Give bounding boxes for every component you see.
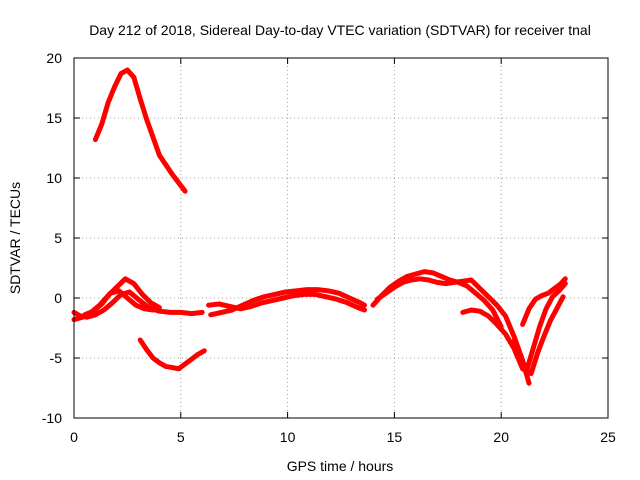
data-series: [71, 67, 568, 386]
y-tick-label: -5: [50, 350, 63, 366]
series-arc-11: [520, 276, 568, 327]
x-axis-label: GPS time / hours: [287, 458, 394, 474]
chart-title: Day 212 of 2018, Sidereal Day-to-day VTE…: [89, 22, 591, 38]
series-arc-7: [208, 287, 367, 318]
series-arc-5: [82, 288, 156, 318]
series-arc-2: [137, 337, 207, 372]
series-arc-12: [511, 281, 568, 373]
x-tick-label: 15: [387, 429, 403, 445]
y-axis-label: SDTVAR / TECUs: [7, 182, 23, 294]
y-tick-label: 20: [46, 50, 62, 66]
x-tick-label: 20: [493, 429, 509, 445]
x-tick-label: 0: [70, 429, 78, 445]
plot-frame: [73, 57, 609, 419]
series-arc-10: [460, 294, 566, 377]
series-arc-8: [370, 269, 504, 330]
y-tick-label: -10: [42, 410, 62, 426]
x-tick-label: 10: [280, 429, 296, 445]
y-tick-label: 10: [46, 170, 62, 186]
axis-ticks: 0 5 10 15 20 25 -10 -5 0 5 10 15 20: [42, 50, 616, 445]
series-arc-9: [374, 276, 532, 386]
y-tick-label: 0: [54, 290, 62, 306]
x-tick-label: 25: [600, 429, 616, 445]
x-tick-label: 5: [177, 429, 185, 445]
series-arc-1: [92, 67, 188, 194]
y-tick-label: 5: [54, 230, 62, 246]
y-tick-label: 15: [46, 110, 62, 126]
series-arc-3: [71, 289, 205, 320]
